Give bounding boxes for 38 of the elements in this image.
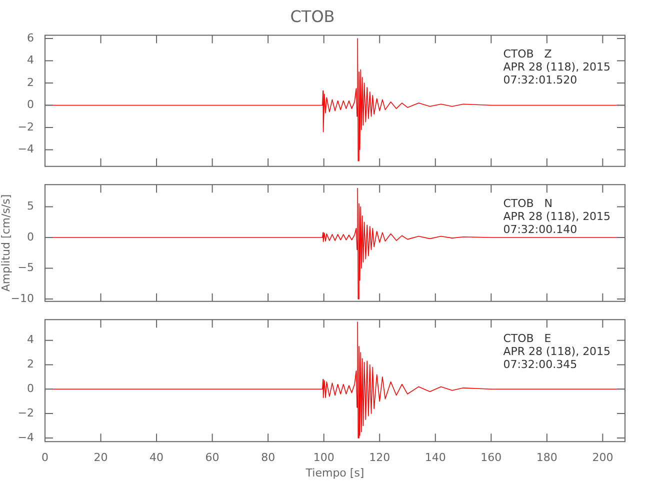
annotation: CTOB N xyxy=(503,196,553,210)
x-tick-label: 180 xyxy=(536,451,558,464)
y-tick-label: −4 xyxy=(18,430,34,444)
y-tick-label: 4 xyxy=(27,333,34,346)
annotation: APR 28 (118), 2015 xyxy=(503,210,611,223)
y-tick-label: 0 xyxy=(27,382,34,395)
x-tick-label: 80 xyxy=(261,451,276,464)
x-tick-label: 100 xyxy=(313,451,334,464)
chart-title: CTOB xyxy=(290,6,335,26)
annotation: 07:32:00.345 xyxy=(503,358,578,371)
annotation: APR 28 (118), 2015 xyxy=(503,60,611,74)
annotation: 07:32:00.140 xyxy=(503,222,578,236)
x-tick-label: 200 xyxy=(592,451,614,464)
y-tick-label: 2 xyxy=(27,76,34,89)
x-tick-label: 160 xyxy=(480,451,502,464)
x-tick-label: 60 xyxy=(205,451,220,464)
y-tick-label: −2 xyxy=(18,120,34,134)
x-tick-label: 20 xyxy=(94,451,108,464)
annotation: 07:32:01.520 xyxy=(503,74,578,87)
y-axis-title: Amplitud [cm/s/s] xyxy=(0,194,12,292)
x-tick-label: 120 xyxy=(369,451,390,464)
annotation: CTOB E xyxy=(503,332,552,345)
x-tick-label: 0 xyxy=(42,451,48,464)
annotation: CTOB Z xyxy=(503,48,552,61)
y-tick-label: −5 xyxy=(18,261,34,274)
x-tick-label: 140 xyxy=(424,451,446,464)
y-tick-label: 2 xyxy=(27,358,34,371)
x-axis-title: Tiempo [s] xyxy=(304,466,364,480)
y-tick-label: −4 xyxy=(18,142,34,156)
x-tick-label: 40 xyxy=(150,451,164,464)
annotation: APR 28 (118), 2015 xyxy=(503,344,611,358)
y-tick-label: 0 xyxy=(27,230,34,244)
y-tick-label: −10 xyxy=(10,292,34,305)
y-tick-label: 4 xyxy=(27,54,34,67)
y-tick-label: 6 xyxy=(27,31,34,44)
y-tick-label: 0 xyxy=(27,98,34,112)
y-tick-label: −2 xyxy=(18,406,34,420)
y-tick-label: 5 xyxy=(27,200,34,213)
